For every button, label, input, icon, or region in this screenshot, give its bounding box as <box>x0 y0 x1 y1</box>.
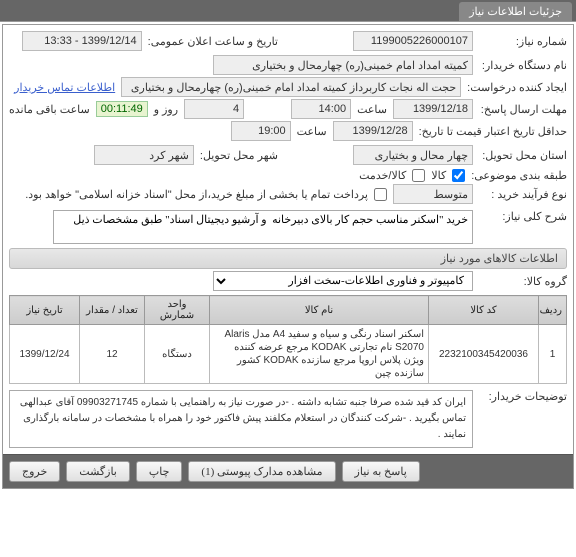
countdown-timer: 00:11:49 <box>96 101 148 117</box>
process-value: متوسط <box>393 184 473 204</box>
cell-name: اسکنر اسناد رنگی و سیاه و سفید A4 مدل Al… <box>210 325 429 384</box>
valid-date: 1399/12/28 <box>333 121 413 141</box>
deadline-date: 1399/12/18 <box>393 99 473 119</box>
cell-code: 2232100345420036 <box>429 325 539 384</box>
th-code: کد کالا <box>429 296 539 325</box>
main-panel: شماره نیاز: 1199005226000107 تاریخ و ساع… <box>2 24 574 489</box>
cell-date: 1399/12/24 <box>10 325 80 384</box>
province-value: چهار محال و بختیاری <box>353 145 473 165</box>
service-label: کالا/خدمت <box>359 169 406 182</box>
city-label: شهر محل تحویل: <box>200 149 278 162</box>
cell-count: دستگاه <box>145 325 210 384</box>
req-no-value: 1199005226000107 <box>353 31 473 51</box>
cell-seq: 1 <box>539 325 567 384</box>
budget-label: طبقه بندی موضوعی: <box>471 169 567 182</box>
pub-date-value: 1399/12/14 - 13:33 <box>22 31 142 51</box>
buyer-label: نام دستگاه خریدار: <box>479 59 567 72</box>
desc-header: شرح کلی نیاز: <box>479 210 567 223</box>
print-button[interactable]: چاپ <box>136 461 183 482</box>
creator-value: حجت اله نجات کاربرداز کمیته امداد امام خ… <box>121 77 461 97</box>
days-label: روز و <box>154 103 178 116</box>
group-select[interactable]: کامپیوتر و فناوری اطلاعات-سخت افزار <box>213 271 473 291</box>
cell-qty: 12 <box>80 325 145 384</box>
reply-button[interactable]: پاسخ به نیاز <box>342 461 420 482</box>
pub-date-label: تاریخ و ساعت اعلان عمومی: <box>148 35 278 48</box>
province-label: استان محل تحویل: <box>479 149 567 162</box>
creator-label: ایجاد کننده درخواست: <box>467 81 567 94</box>
attachments-button[interactable]: مشاهده مدارک پیوستی (1) <box>188 461 335 482</box>
notes-label: توضیحات خریدار: <box>479 390 567 403</box>
buyer-value: کمیته امداد امام خمینی(ره) چهارمحال و بخ… <box>213 55 473 75</box>
valid-label: حداقل تاریخ اعتبار قیمت تا تاریخ: <box>419 125 567 138</box>
city-value: شهر کرد <box>94 145 194 165</box>
deadline-time: 14:00 <box>291 99 351 119</box>
process-label: نوع فرآیند خرید : <box>479 188 567 201</box>
notes-box: ایران کد قید شده صرفا جنبه تشابه داشته .… <box>9 390 473 448</box>
table-row[interactable]: 1 2232100345420036 اسکنر اسناد رنگی و سی… <box>10 325 567 384</box>
button-bar: پاسخ به نیاز مشاهده مدارک پیوستی (1) چاپ… <box>3 454 573 488</box>
table-header-row: ردیف کد کالا نام کالا واحد شمارش تعداد /… <box>10 296 567 325</box>
valid-time-label: ساعت <box>297 125 327 138</box>
tab-bar: جزئیات اطلاعات نیاز <box>0 0 576 22</box>
contact-link[interactable]: اطلاعات تماس خریدار <box>14 81 115 94</box>
service-checkbox[interactable] <box>412 169 425 182</box>
th-date: تاریخ نیاز <box>10 296 80 325</box>
timer-suffix: ساعت باقی مانده <box>9 103 90 116</box>
deadline-time-label: ساعت <box>357 103 387 116</box>
exit-button[interactable]: خروج <box>9 461 60 482</box>
group-label: گروه کالا: <box>479 275 567 288</box>
back-button[interactable]: بازگشت <box>66 461 130 482</box>
items-table: ردیف کد کالا نام کالا واحد شمارش تعداد /… <box>9 295 567 384</box>
desc-textarea <box>53 210 473 244</box>
deadline-label: مهلت ارسال پاسخ: <box>479 103 567 116</box>
items-header: اطلاعات کالاهای مورد نیاز <box>9 248 567 269</box>
th-name: نام کالا <box>210 296 429 325</box>
goods-label: کالا <box>431 169 446 182</box>
days-left: 4 <box>184 99 244 119</box>
th-qty: تعداد / مقدار <box>80 296 145 325</box>
partial-label: پرداخت تمام یا بخشی از مبلغ خرید،از محل … <box>25 188 368 201</box>
partial-checkbox[interactable] <box>374 188 387 201</box>
valid-time: 19:00 <box>231 121 291 141</box>
th-seq: ردیف <box>539 296 567 325</box>
th-count: واحد شمارش <box>145 296 210 325</box>
goods-checkbox[interactable] <box>452 169 465 182</box>
tab-details[interactable]: جزئیات اطلاعات نیاز <box>459 2 572 21</box>
req-no-label: شماره نیاز: <box>479 35 567 48</box>
